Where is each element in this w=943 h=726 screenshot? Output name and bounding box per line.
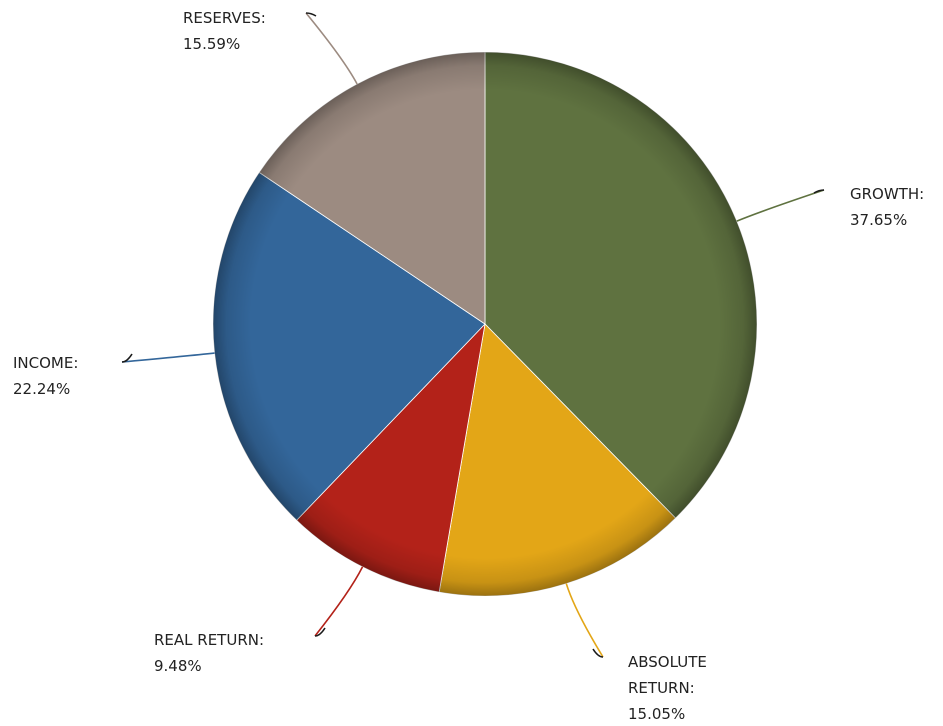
- leader-line-1: [736, 189, 825, 222]
- slice-label-1-line-1: GROWTH:: [850, 185, 924, 203]
- slice-label-1-line-2: 37.65%: [850, 211, 907, 229]
- slice-label-4: INCOME: 22.24%: [13, 354, 78, 398]
- leader-lines: [121, 12, 825, 658]
- slice-label-4-line-2: 22.24%: [13, 380, 70, 398]
- leader-line-4: [121, 352, 215, 363]
- slice-label-2-line-3: 15.05%: [628, 705, 685, 723]
- leader-line-2: [565, 583, 604, 658]
- pie-slices: [212, 51, 758, 597]
- leader-tip-3: [314, 627, 326, 637]
- slice-label-5: RESERVES: 15.59%: [183, 9, 266, 53]
- leader-tip-4: [121, 353, 133, 363]
- slice-label-2: ABSOLUTE RETURN: 15.05%: [628, 653, 707, 723]
- slice-labels: GROWTH: 37.65% ABSOLUTE RETURN: 15.05% REAL R…: [13, 9, 924, 723]
- leader-line-3: [314, 566, 364, 637]
- slice-label-4-line-1: INCOME:: [13, 354, 78, 372]
- leader-tip-5: [305, 12, 317, 17]
- slice-label-1: GROWTH: 37.65%: [850, 185, 924, 229]
- slice-label-2-line-2: RETURN:: [628, 679, 695, 697]
- leader-tip-1: [813, 189, 825, 194]
- slice-label-2-line-1: ABSOLUTE: [628, 653, 707, 671]
- slice-label-3-line-2: 9.48%: [154, 657, 202, 675]
- slice-label-3-line-1: REAL RETURN:: [154, 631, 264, 649]
- slice-label-3: REAL RETURN: 9.48%: [154, 631, 264, 675]
- slice-label-5-line-1: RESERVES:: [183, 9, 266, 27]
- leader-line-5: [305, 12, 358, 85]
- slice-label-5-line-2: 15.59%: [183, 35, 240, 53]
- leader-tip-2: [592, 648, 604, 658]
